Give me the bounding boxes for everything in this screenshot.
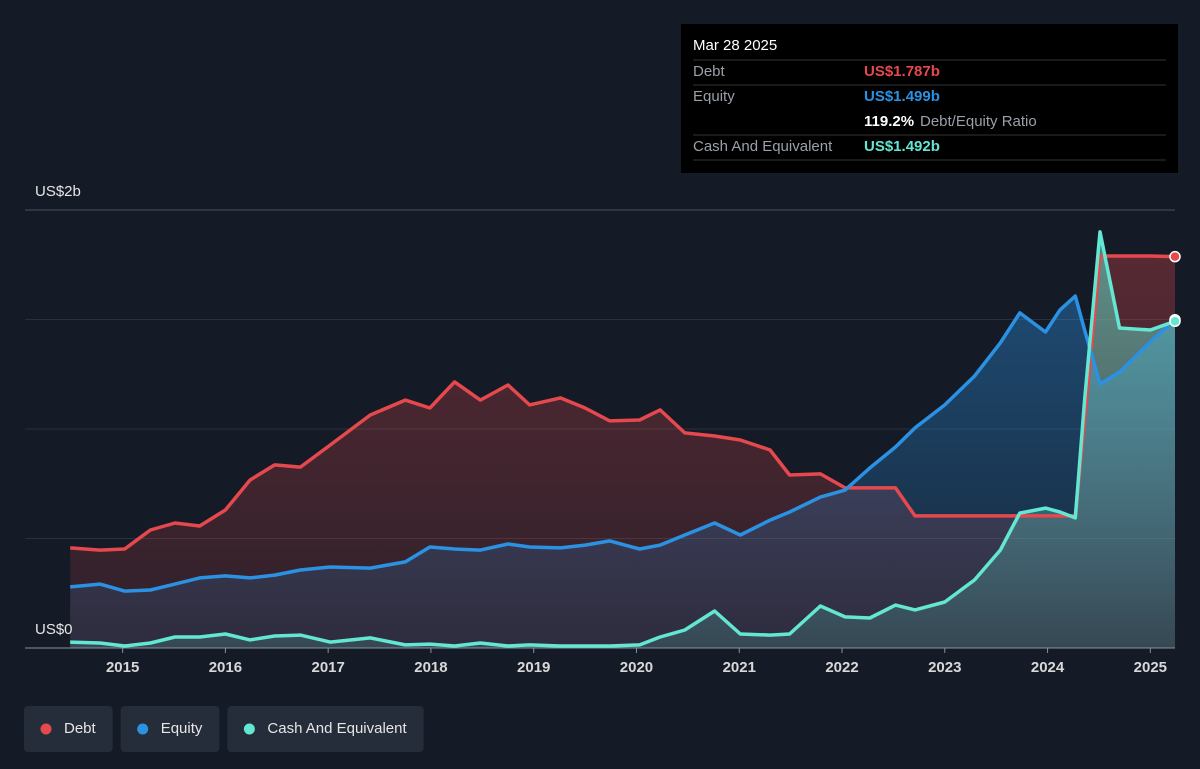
y-tick-label: US$2b xyxy=(35,183,81,200)
tooltip: Mar 28 2025 Debt US$1.787b Equity US$1.4… xyxy=(681,24,1178,173)
x-tick-label: 2015 xyxy=(106,659,139,676)
tooltip-date: Mar 28 2025 xyxy=(693,37,777,54)
ratio-value: 119.2% xyxy=(864,113,914,130)
legend-item[interactable]: Debt xyxy=(24,706,113,752)
tooltip-label: Debt xyxy=(693,63,726,80)
tooltip-label: Equity xyxy=(693,88,735,105)
x-tick-label: 2024 xyxy=(1031,659,1065,676)
line xyxy=(70,254,1176,552)
end-point xyxy=(1169,250,1181,263)
legend-item[interactable]: Cash And Equivalent xyxy=(227,706,424,752)
x-tick-label: 2020 xyxy=(620,659,653,676)
x-tick-label: 2021 xyxy=(723,659,756,676)
legend-label: Cash And Equivalent xyxy=(267,720,407,737)
y-tick-label: US$0 xyxy=(35,621,73,638)
legend-button[interactable] xyxy=(24,706,113,752)
x-tick-label: 2022 xyxy=(825,659,858,676)
tooltip-label: Cash And Equivalent xyxy=(693,138,833,155)
line xyxy=(70,294,1177,593)
legend-swatch xyxy=(243,723,255,735)
legend-swatch xyxy=(40,723,52,735)
legend: Debt Equity Cash And Equivalent xyxy=(24,706,424,752)
x-tick-label: 2019 xyxy=(517,659,550,676)
tooltip-value: US$1.787b xyxy=(864,63,940,80)
tooltip-box xyxy=(681,24,1178,173)
legend-swatch xyxy=(137,723,149,735)
area xyxy=(70,296,1176,648)
ratio-label: Debt/Equity Ratio xyxy=(920,113,1037,130)
legend-button[interactable] xyxy=(227,706,424,752)
x-tick-label: 2018 xyxy=(414,659,447,676)
x-tick-label: 2016 xyxy=(209,659,242,676)
legend-item[interactable]: Equity xyxy=(120,706,220,752)
line xyxy=(70,230,1176,648)
legend-label: Debt xyxy=(64,720,97,737)
area xyxy=(70,231,1176,648)
x-tick-label: 2025 xyxy=(1134,659,1167,676)
legend-button[interactable] xyxy=(120,706,220,752)
x-tick-label: 2017 xyxy=(311,659,344,676)
tooltip-value: US$1.499b xyxy=(864,88,940,105)
x-tick-label: 2023 xyxy=(928,659,961,676)
tooltip-value: US$1.492b xyxy=(864,138,940,155)
legend-label: Equity xyxy=(161,720,203,737)
end-point xyxy=(1169,315,1181,328)
